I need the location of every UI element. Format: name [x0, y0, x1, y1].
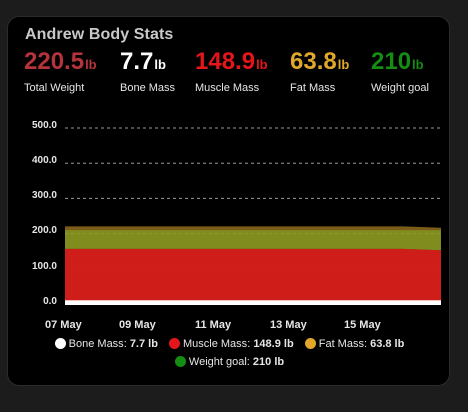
stat-weight-goal-label: Weight goal — [371, 82, 429, 94]
stat-weight-goal-value: 210lb — [371, 48, 424, 75]
stat-muscle-mass-value: 148.9lb — [195, 48, 268, 75]
stat-muscle-mass-label: Muscle Mass — [195, 82, 260, 94]
stat-total-weight-value: 220.5lb — [24, 48, 97, 75]
legend-item-weight-goal[interactable]: Weight goal: 210 lb — [174, 356, 284, 368]
stat-weight-goal[interactable]: 210lb Weight goal — [371, 47, 429, 94]
stat-fat-mass-label: Fat Mass — [290, 82, 336, 94]
stat-total-weight-label: Total Weight — [24, 82, 85, 94]
legend-dot — [304, 338, 316, 349]
x-tick-label: 07 May — [45, 319, 82, 331]
stat-bone-mass-label: Bone Mass — [120, 82, 176, 94]
legend-dot — [174, 356, 186, 367]
stat-total-weight[interactable]: 220.5lb Total Weight — [24, 47, 97, 94]
stat-fat-mass[interactable]: 63.8lb Fat Mass — [290, 47, 350, 94]
stat-fat-mass-value: 63.8lb — [290, 48, 350, 75]
legend-item-muscle-mass[interactable]: Muscle Mass: 148.9 lb — [169, 338, 294, 350]
legend-dot — [169, 338, 180, 349]
chart-legend-row2: Weight goal: 210 lb — [8, 356, 451, 368]
stat-muscle-mass[interactable]: 148.9lb Muscle Mass — [195, 47, 268, 94]
x-tick-label: 15 May — [344, 319, 381, 331]
legend-dot — [54, 338, 66, 349]
x-tick-label: 13 May — [270, 319, 307, 331]
series-area-bone-mass-base — [65, 300, 441, 305]
y-tick-label: 100.0 — [31, 261, 57, 272]
x-tick-label: 11 May — [195, 319, 232, 331]
y-tick-label: 400.0 — [31, 155, 57, 166]
legend-item-fat-mass[interactable]: Fat Mass: 63.8 lb — [304, 338, 404, 350]
x-tick-label: 09 May — [119, 319, 156, 331]
chart-legend: Bone Mass: 7.7 lb Muscle Mass: 148.9 lb … — [8, 338, 451, 350]
stat-bone-mass[interactable]: 7.7lb Bone Mass — [120, 47, 175, 94]
y-tick-label: 300.0 — [31, 190, 57, 201]
body-stats-card: Andrew Body Stats 220.5lb Total Weight 7… — [7, 16, 450, 386]
weight-chart[interactable] — [8, 17, 451, 387]
series-area-muscle-mass[interactable] — [65, 248, 441, 302]
stat-bone-mass-value: 7.7lb — [120, 48, 166, 75]
card-title: Andrew Body Stats — [25, 26, 174, 43]
series-area-fat-mass[interactable] — [65, 226, 441, 251]
legend-item-bone-mass[interactable]: Bone Mass: 7.7 lb — [54, 338, 158, 350]
y-tick-label: 0.0 — [43, 296, 57, 307]
y-tick-label: 500.0 — [31, 120, 57, 131]
y-tick-label: 200.0 — [31, 225, 57, 236]
